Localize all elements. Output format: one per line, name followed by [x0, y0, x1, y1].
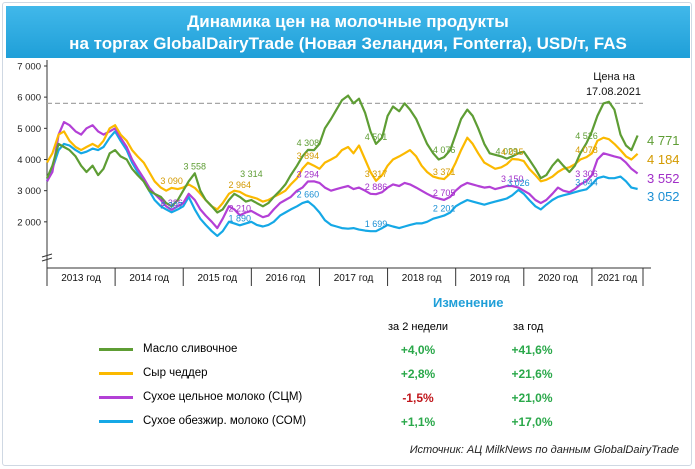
x-tick-label: 2013 год — [61, 273, 101, 284]
row-label: Сухое цельное молоко (СЦМ) — [143, 391, 303, 403]
change-2weeks: +1,1% — [400, 415, 436, 429]
smp-data-label: 3 026 — [507, 178, 530, 188]
butter-series-line — [45, 94, 639, 214]
change-year: +21,6% — [511, 367, 553, 381]
cheddar-legend-swatch — [99, 372, 133, 375]
butter-data-label: 4 029 — [496, 147, 519, 157]
butter-legend-swatch — [99, 348, 133, 351]
wmp-data-label: 2 886 — [365, 182, 388, 192]
cheddar-data-label: 3 894 — [297, 151, 320, 161]
x-tick-label: 2017 год — [334, 273, 374, 284]
y-tick-label: 3 000 — [17, 186, 41, 197]
smp-data-label: 2 660 — [297, 189, 320, 199]
change-year: +17,0% — [511, 415, 553, 429]
wmp-data-label: 2 705 — [433, 188, 456, 198]
row-label: Масло сливочное — [143, 343, 238, 355]
y-tick-label: 7 000 — [17, 62, 41, 73]
chart-title-line2: на торгах GlobalDairyTrade (Новая Зеланд… — [69, 34, 627, 53]
cheddar-data-label: 4 078 — [575, 145, 598, 155]
change-year: +41,6% — [511, 343, 553, 357]
wmp-data-label: 3 306 — [575, 169, 598, 179]
butter-data-label: 4 308 — [297, 138, 320, 148]
butter-data-label: 4 076 — [433, 145, 456, 155]
price-date-note: Цена на — [593, 71, 636, 83]
cheddar-end-label: 4 184 — [647, 152, 680, 167]
smp-series-line — [45, 130, 638, 237]
x-tick-label: 2014 год — [129, 273, 169, 284]
wmp-data-label: 3 150 — [501, 174, 524, 184]
x-tick-label: 2021 год — [598, 273, 638, 284]
source-note: Источник: АЦ MilkNews по данным GlobalDa… — [409, 444, 679, 456]
title-banner: Динамика цен на молочные продукты на тор… — [6, 6, 690, 58]
y-axis-break — [41, 257, 53, 262]
table-row-wmp: Сухое цельное молоко (СЦМ) -1,5% +21,0% — [3, 388, 691, 410]
row-label: Сыр чеддер — [143, 367, 208, 379]
wmp-data-label: 2 386 — [160, 198, 183, 208]
x-tick-label: 2020 год — [538, 273, 578, 284]
y-tick-label: 6 000 — [17, 93, 41, 104]
chart-title-line1: Динамика цен на молочные продукты — [187, 12, 509, 31]
price-date-note: 17.08.2021 — [586, 86, 641, 98]
cheddar-data-label: 3 317 — [365, 169, 388, 179]
butter-data-label: 4 501 — [365, 132, 388, 142]
cheddar-data-label: 4 015 — [501, 147, 524, 157]
table-row-cheddar: Сыр чеддер +2,8% +21,6% — [3, 364, 691, 386]
smp-end-label: 3 052 — [647, 189, 680, 204]
butter-end-label: 4 771 — [647, 133, 680, 148]
smp-data-label: 2 307 — [160, 200, 183, 210]
table-row-butter: Масло сливочное +4,0% +41,6% — [3, 340, 691, 362]
cheddar-data-label: 3 090 — [160, 176, 183, 186]
x-tick-label: 2015 год — [197, 273, 237, 284]
wmp-end-label: 3 552 — [647, 171, 680, 186]
x-tick-label: 2019 год — [470, 273, 510, 284]
table-row-smp: Сухое обезжир. молоко (СОМ) +1,1% +17,0% — [3, 412, 691, 434]
smp-legend-swatch — [99, 420, 133, 423]
wmp-data-label: 2 210 — [228, 203, 251, 213]
cheddar-data-label: 3 371 — [433, 167, 456, 177]
y-tick-label: 4 000 — [17, 155, 41, 166]
cheddar-data-label: 2 964 — [228, 180, 251, 190]
wmp-series-line — [46, 121, 639, 230]
x-tick-label: 2018 год — [402, 273, 442, 284]
change-2weeks: +2,8% — [400, 367, 436, 381]
cheddar-series-line — [46, 124, 639, 211]
butter-data-label: 3 558 — [184, 161, 207, 171]
y-tick-label: 2 000 — [17, 217, 41, 228]
wmp-data-label: 3 294 — [297, 170, 320, 180]
smp-data-label: 1 890 — [228, 213, 251, 223]
table-header: Изменение — [433, 295, 504, 310]
x-tick-label: 2016 год — [266, 273, 306, 284]
butter-data-label: 3 314 — [240, 169, 263, 179]
y-axis-break — [41, 253, 53, 258]
column-2weeks-header: за 2 недели — [388, 321, 449, 333]
change-2weeks: +4,0% — [400, 343, 436, 357]
row-label: Сухое обезжир. молоко (СОМ) — [143, 415, 307, 427]
butter-data-label: 4 526 — [575, 131, 598, 141]
change-2weeks: -1,5% — [402, 391, 434, 405]
y-tick-label: 5 000 — [17, 124, 41, 135]
smp-data-label: 3 044 — [575, 177, 598, 187]
line-chart: 2 000 3 000 4 000 5 000 6 000 7 000 2013 год 20… — [17, 60, 680, 286]
column-year-header: за год — [513, 321, 544, 333]
change-year: +21,0% — [511, 391, 553, 405]
wmp-legend-swatch — [99, 396, 133, 399]
smp-data-label: 2 201 — [433, 204, 456, 214]
smp-data-label: 1 699 — [365, 219, 388, 229]
